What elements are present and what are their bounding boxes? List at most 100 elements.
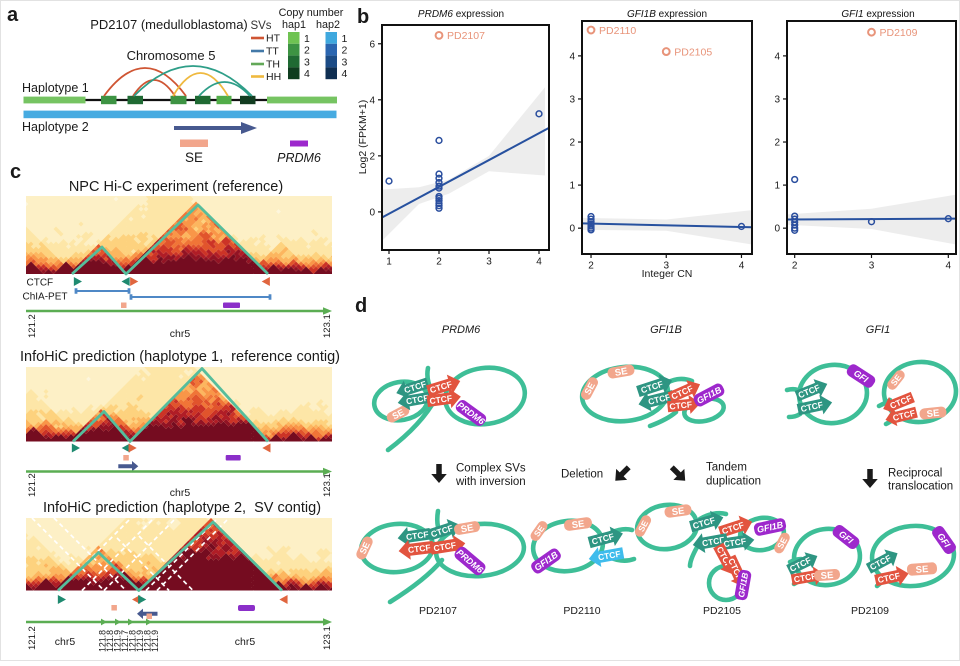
svg-text:0: 0 [369,207,375,218]
svg-text:1: 1 [342,33,348,45]
svg-text:NPC Hi-C experiment (reference: NPC Hi-C experiment (reference) [69,179,283,195]
svg-text:123.1: 123.1 [322,626,333,650]
svg-text:Complex SVs: Complex SVs [456,463,526,475]
svg-text:PD2109: PD2109 [851,605,889,617]
svg-text:Copy number: Copy number [279,7,344,19]
svg-text:SE: SE [636,518,650,533]
svg-text:b: b [357,6,369,28]
svg-text:SE: SE [390,407,405,421]
svg-text:duplication: duplication [706,476,761,488]
svg-text:with inversion: with inversion [455,476,526,488]
svg-text:ChIA-PET: ChIA-PET [23,292,68,303]
svg-text:TT: TT [266,46,279,58]
svg-text:SVs: SVs [250,20,271,32]
svg-text:GFI1B expression: GFI1B expression [627,9,707,20]
svg-text:Reciprocal: Reciprocal [888,468,942,480]
svg-text:121.9: 121.9 [113,630,123,652]
svg-text:translocation: translocation [888,481,953,493]
svg-text:hap1: hap1 [282,19,306,31]
svg-text:2: 2 [436,257,442,268]
svg-text:Haplotype 2: Haplotype 2 [22,120,89,134]
svg-text:CTCF: CTCF [877,570,901,584]
svg-text:4: 4 [946,261,952,272]
svg-text:Tandem: Tandem [706,462,747,474]
svg-text:Deletion: Deletion [561,469,603,481]
svg-text:c: c [10,161,21,183]
svg-text:121.9: 121.9 [135,630,145,652]
svg-text:SE: SE [775,535,789,550]
svg-text:InfoHiC prediction (haplotype: InfoHiC prediction (haplotype 2, SV cont… [43,500,321,516]
svg-text:121.9: 121.9 [150,630,160,652]
svg-text:4: 4 [774,51,780,62]
svg-text:121.7: 121.7 [120,630,130,652]
svg-text:4: 4 [304,68,310,80]
svg-text:2: 2 [369,151,375,162]
svg-text:4: 4 [342,68,348,80]
svg-text:3: 3 [304,56,310,68]
svg-text:TH: TH [266,59,280,71]
svg-text:PRDM6: PRDM6 [277,151,321,165]
svg-text:123.1: 123.1 [322,473,333,497]
svg-text:2: 2 [342,45,348,57]
svg-text:PD2110: PD2110 [563,605,600,617]
svg-text:CTCF: CTCF [669,399,693,411]
svg-text:121.8: 121.8 [98,630,108,652]
svg-text:2: 2 [774,138,780,149]
svg-text:4: 4 [369,95,375,106]
svg-text:chr5: chr5 [170,487,191,499]
svg-text:SE: SE [571,519,585,532]
svg-text:3: 3 [774,94,780,105]
svg-text:SE: SE [185,150,203,165]
svg-text:CTCF: CTCF [405,393,429,407]
svg-text:6: 6 [369,39,375,50]
svg-text:Chromosome 5: Chromosome 5 [127,48,216,63]
svg-text:2: 2 [304,45,310,57]
svg-text:SE: SE [820,570,833,582]
svg-text:SE: SE [671,506,685,519]
svg-text:3: 3 [663,261,669,272]
svg-text:2: 2 [792,261,798,272]
svg-text:CTCF: CTCF [27,278,54,289]
svg-text:3: 3 [486,257,492,268]
svg-text:CTCF: CTCF [433,540,457,553]
svg-text:chr5: chr5 [170,328,191,340]
svg-text:123.1: 123.1 [322,314,333,338]
svg-text:4: 4 [536,257,542,268]
svg-text:Haplotype 1: Haplotype 1 [22,81,89,95]
svg-text:GFI1: GFI1 [866,324,890,336]
svg-text:PD2105: PD2105 [674,46,712,58]
svg-text:0: 0 [569,224,575,235]
svg-text:3: 3 [569,94,575,105]
svg-text:SE: SE [358,541,372,556]
svg-text:SE: SE [614,366,628,379]
svg-text:Log2 (FPKM+1): Log2 (FPKM+1) [357,100,369,174]
svg-text:CTCF: CTCF [429,393,453,406]
svg-text:4: 4 [739,261,745,272]
svg-text:chr5: chr5 [55,636,76,648]
svg-text:a: a [7,4,19,26]
svg-text:PRDM6: PRDM6 [442,324,481,336]
svg-text:d: d [355,295,367,317]
svg-text:Integer CN: Integer CN [642,268,693,280]
svg-text:CTCF: CTCF [800,399,824,413]
svg-text:2: 2 [588,261,594,272]
svg-text:PD2105: PD2105 [703,605,741,617]
svg-text:1: 1 [386,257,392,268]
svg-text:0: 0 [774,224,780,235]
svg-text:CTCF: CTCF [405,529,429,542]
svg-text:121.2: 121.2 [27,626,38,650]
svg-text:CTCF: CTCF [723,536,747,549]
svg-text:3: 3 [342,56,348,68]
svg-text:121.8: 121.8 [143,630,153,652]
svg-text:SE: SE [582,381,596,396]
svg-text:PD2110: PD2110 [599,25,636,37]
svg-text:chr5: chr5 [235,636,256,648]
svg-text:1: 1 [304,33,310,45]
svg-text:CTCF: CTCF [407,542,431,555]
svg-text:GFI1 expression: GFI1 expression [841,9,914,20]
svg-text:PD2107: PD2107 [419,605,457,617]
svg-text:PD2107 (medulloblastoma): PD2107 (medulloblastoma) [90,17,248,32]
svg-text:121.8: 121.8 [128,630,138,652]
svg-text:1: 1 [569,181,575,192]
svg-text:121.8: 121.8 [105,630,115,652]
